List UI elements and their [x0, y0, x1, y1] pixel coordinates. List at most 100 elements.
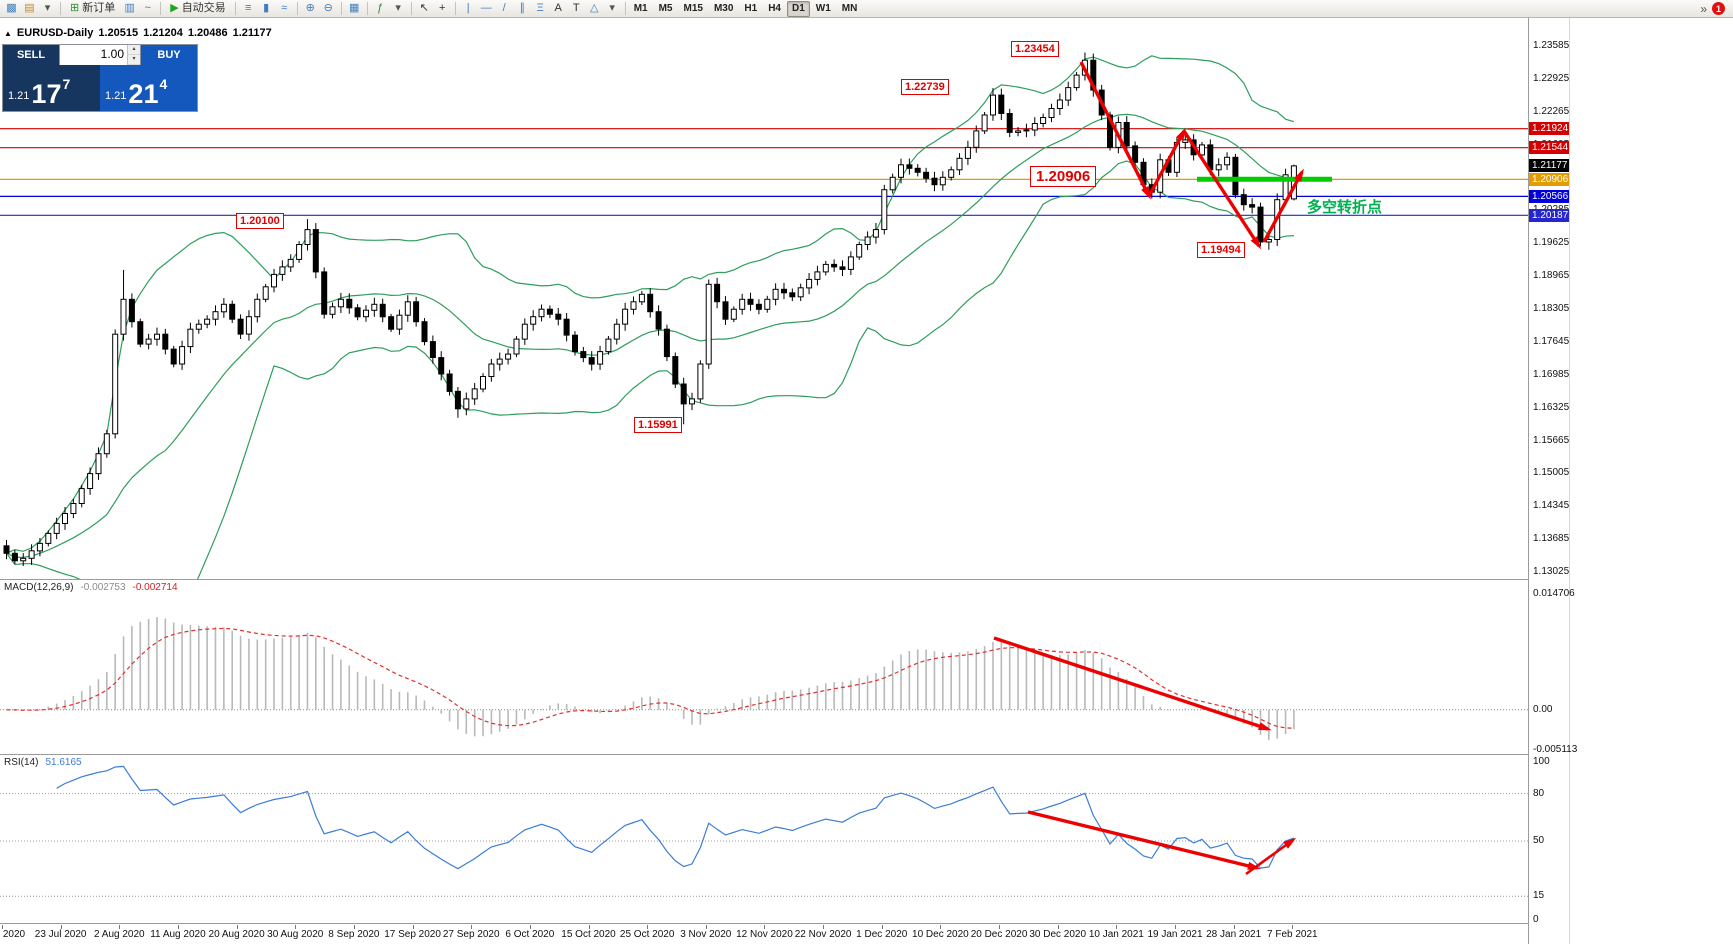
- date-tick-mark: [881, 925, 883, 929]
- trend-arrow[interactable]: [1027, 810, 1258, 870]
- date-tick-mark: [471, 925, 473, 929]
- one-click-collapse-icon[interactable]: ▲: [4, 28, 12, 38]
- timeframe-m5-button[interactable]: M5: [658, 2, 673, 14]
- bar-chart-mode-button[interactable]: ≡: [240, 1, 257, 17]
- panel-separator[interactable]: [0, 579, 1568, 580]
- zoom-in-button[interactable]: ⊕: [302, 1, 319, 17]
- shapes-icon: △: [589, 2, 599, 14]
- macd-panel-canvas[interactable]: [0, 580, 1528, 753]
- price-scale[interactable]: 1.235851.229251.222651.216051.209451.202…: [1528, 18, 1577, 944]
- buy-price-display[interactable]: 1.21 21 4: [100, 65, 197, 111]
- new-chart-icon: ▩: [6, 2, 17, 14]
- indicators-button[interactable]: ƒ: [372, 1, 389, 17]
- date-label: 10 Jan 2021: [1088, 929, 1144, 940]
- sell-price-display[interactable]: 1.21 17 7: [3, 65, 100, 111]
- notification-badge[interactable]: 1: [1712, 2, 1725, 15]
- price-annotation[interactable]: 1.15991: [634, 417, 682, 433]
- current-price-label[interactable]: 1.21177: [1529, 159, 1569, 173]
- macd-main-value: -0.002753: [80, 582, 126, 593]
- tick-chart-button[interactable]: ~: [139, 1, 156, 17]
- date-label: 30 Aug 2020: [267, 929, 324, 940]
- timeframe-h1-button[interactable]: H1: [744, 2, 758, 14]
- price-level-label[interactable]: 1.20566: [1529, 189, 1569, 203]
- panel-separator[interactable]: [0, 923, 1568, 924]
- indicators-arrow-button[interactable]: ▾: [390, 1, 407, 17]
- shapes-arrow-button[interactable]: ▾: [604, 1, 621, 17]
- horizontal-line-button[interactable]: —: [478, 1, 495, 17]
- time-axis[interactable]: 4 Jul 2020 23 Jul 2020 2 Aug 2020 11 Aug 20…: [0, 925, 1528, 944]
- crosshair-button[interactable]: +: [434, 1, 451, 17]
- chinese-note-text[interactable]: 多空转折点: [1307, 199, 1383, 216]
- volume-increase-button[interactable]: ▴: [128, 45, 140, 55]
- timeframe-m15-button[interactable]: M15: [683, 2, 703, 14]
- volume-field[interactable]: 1.00 ▴ ▾: [59, 45, 141, 65]
- rsi-panel-canvas[interactable]: [0, 755, 1528, 923]
- price-chart-canvas[interactable]: [0, 18, 1528, 579]
- toolbar-separator: [296, 2, 298, 15]
- chart-window-button[interactable]: ▥: [121, 1, 138, 17]
- toolbar-separator: [366, 2, 368, 15]
- zoom-out-button[interactable]: ⊖: [320, 1, 337, 17]
- buy-button[interactable]: BUY: [141, 45, 197, 65]
- volume-spinner: ▴ ▾: [127, 45, 140, 65]
- text-label-button[interactable]: T: [568, 1, 585, 17]
- timeframe-mn-button[interactable]: MN: [841, 2, 858, 14]
- price-tick: 1.22265: [1533, 105, 1570, 117]
- volume-decrease-button[interactable]: ▾: [128, 55, 140, 65]
- sell-button[interactable]: SELL: [3, 45, 59, 65]
- timeframe-m1-button[interactable]: M1: [633, 2, 648, 14]
- autotrading-label: 自动交易: [181, 2, 226, 14]
- timeframe-m30-button[interactable]: M30: [713, 2, 734, 14]
- line-chart-mode-button[interactable]: ≈: [276, 1, 293, 17]
- panel-separator[interactable]: [0, 754, 1568, 755]
- volume-value[interactable]: 1.00: [100, 47, 124, 61]
- autotrading-button[interactable]: ▶ 自动交易: [165, 1, 230, 17]
- text-button[interactable]: A: [550, 1, 567, 17]
- date-tick-mark: [236, 925, 238, 929]
- date-tick-mark: [588, 925, 590, 929]
- equidistant-channel-button[interactable]: ∥: [514, 1, 531, 17]
- trend-arrow[interactable]: [1262, 171, 1304, 243]
- date-label: 30 Dec 2020: [1029, 929, 1087, 940]
- price-annotation[interactable]: 1.20100: [236, 213, 284, 229]
- timeframe-w1-button[interactable]: W1: [815, 2, 831, 14]
- price-annotation[interactable]: 1.19494: [1197, 242, 1245, 258]
- price-annotation[interactable]: 1.20906: [1030, 166, 1097, 187]
- price-level-label[interactable]: 1.21544: [1529, 141, 1569, 155]
- trend-arrow[interactable]: [1079, 61, 1151, 197]
- price-annotation[interactable]: 1.22739: [901, 79, 949, 95]
- new-order-button[interactable]: ⊞ 新订单: [65, 1, 120, 17]
- date-label: 7 Feb 2021: [1266, 929, 1318, 940]
- profiles-arrow-button[interactable]: ▾: [39, 1, 56, 17]
- price-level-label[interactable]: 1.20906: [1529, 172, 1569, 186]
- price-tick: 1.15665: [1533, 434, 1570, 446]
- vertical-line-button[interactable]: |: [460, 1, 477, 17]
- timeframe-h4-button[interactable]: H4: [768, 2, 781, 14]
- rsi-line: [56, 765, 1295, 870]
- new-chart-button[interactable]: ▩: [3, 1, 20, 17]
- trend-arrow[interactable]: [1245, 838, 1294, 876]
- profiles-button[interactable]: ▤: [21, 1, 38, 17]
- cursor-icon: ↖: [419, 2, 429, 14]
- bar-chart-mode-icon: ≡: [244, 2, 252, 14]
- trendline-button[interactable]: /: [496, 1, 513, 17]
- date-tick-mark: [60, 925, 62, 929]
- toolbar-separator: [624, 2, 626, 15]
- trend-arrow[interactable]: [1147, 130, 1186, 197]
- chart-window-icon: ▥: [124, 2, 135, 14]
- fibonacci-button[interactable]: Ξ: [532, 1, 549, 17]
- date-tick-mark: [1292, 925, 1294, 929]
- trend-arrow[interactable]: [993, 636, 1269, 731]
- cursor-button[interactable]: ↖: [416, 1, 433, 17]
- price-annotation[interactable]: 1.23454: [1011, 41, 1059, 57]
- price-level-label[interactable]: 1.20187: [1529, 208, 1569, 222]
- timeframe-d1-button[interactable]: D1: [787, 0, 810, 17]
- tile-windows-button[interactable]: ▦: [346, 1, 363, 17]
- candle-chart-mode-button[interactable]: ▮: [258, 1, 275, 17]
- toolbar-separator: [410, 2, 412, 15]
- toolbar-overflow-icon[interactable]: »: [1700, 1, 1707, 16]
- shapes-button[interactable]: △: [586, 1, 603, 17]
- price-level-label[interactable]: 1.21924: [1529, 122, 1569, 136]
- trend-arrow[interactable]: [1182, 130, 1261, 247]
- price-tick: 1.19625: [1533, 237, 1570, 249]
